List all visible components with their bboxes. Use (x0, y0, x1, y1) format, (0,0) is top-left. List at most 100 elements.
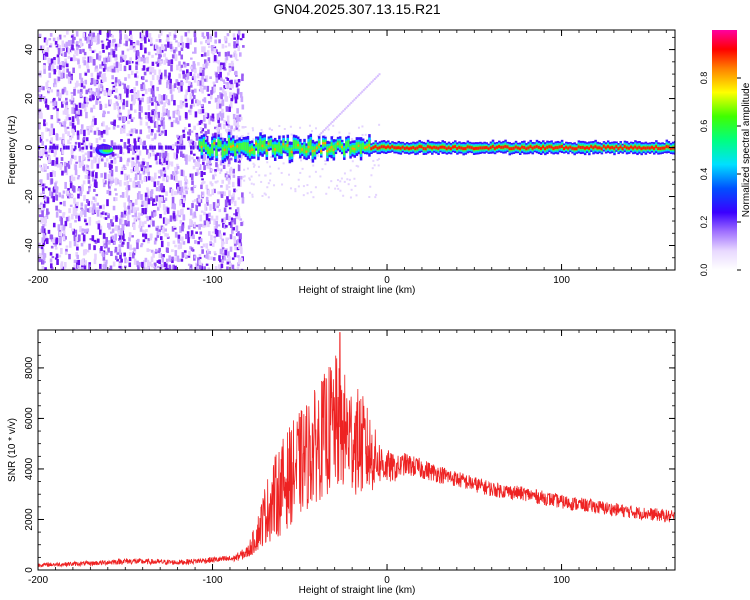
spectrogram-cell (144, 192, 148, 197)
spectrogram-cell (158, 98, 162, 102)
spectrogram-cell (87, 158, 91, 162)
carrier-core (229, 145, 233, 148)
spectrogram-cell (66, 126, 70, 129)
spectrogram-cell (167, 110, 170, 117)
spectrogram-cell (71, 154, 74, 159)
spectrogram-cell (224, 51, 228, 57)
spectrogram-cell (140, 56, 144, 62)
spectrogram-cell (144, 112, 148, 115)
spectrogram-cell (121, 166, 125, 171)
carrier-core (332, 148, 336, 152)
spectrogram-cell (43, 123, 46, 127)
spectrogram-cell (136, 207, 140, 211)
spectrogram-cell (134, 210, 137, 217)
spectrogram-cell (210, 45, 214, 52)
spectrogram-cell (45, 238, 49, 245)
spectrogram-cell (336, 179, 339, 182)
spectrogram-cell (133, 87, 136, 92)
spectrogram-cell (229, 92, 232, 99)
spectrogram-cell (122, 238, 126, 242)
spectrogram-cell (132, 117, 136, 120)
spectrogram-cell (44, 216, 47, 224)
spectrogram-cell (82, 136, 86, 141)
spectrogram-cell (198, 100, 201, 106)
carrier-core (445, 147, 449, 151)
carrier-core (405, 146, 409, 150)
spectrogram-cell (78, 142, 81, 149)
spectrogram-cell (61, 62, 65, 66)
spectrogram-cell (255, 154, 258, 157)
spectrogram-cell (129, 103, 133, 111)
spectrogram-cell (201, 128, 205, 132)
spectrogram-cell (100, 40, 104, 43)
carrier-core (311, 150, 315, 153)
spectrogram-cell (107, 213, 110, 219)
spectrogram-cell (109, 89, 112, 96)
spectrogram-cell (151, 116, 155, 122)
spectrogram-cell (127, 115, 130, 118)
spectrogram-cell (114, 81, 118, 87)
colorbar-gradient (712, 30, 737, 270)
carrier-core (627, 146, 631, 150)
carrier-inner (253, 148, 256, 155)
spectrogram-cell (145, 79, 148, 83)
spectrogram-cell (188, 123, 191, 128)
spectrogram-cell (52, 99, 56, 107)
spectrogram-cell (230, 94, 234, 102)
spectrogram-cell (218, 255, 221, 261)
spectrogram-cell (155, 187, 159, 192)
spectrogram-cell (110, 121, 113, 125)
spectrogram-cell (111, 235, 115, 240)
spectrogram-cell (47, 187, 51, 191)
spectrogram-cell (310, 158, 313, 161)
spectrogram-cell (67, 160, 71, 164)
spectrogram-cell (42, 86, 45, 91)
spectrogram-cell (144, 168, 148, 174)
carrier-core (560, 144, 564, 148)
spectrogram-cell (81, 103, 85, 109)
spectrogram-cell (90, 108, 93, 113)
spectrogram-cell (232, 227, 236, 231)
spectrogram-cell (238, 114, 242, 118)
spectrogram-cell (82, 138, 86, 145)
spectrogram-cell (199, 214, 203, 222)
spectrogram-cell (62, 72, 65, 79)
spectrogram-cell (112, 50, 116, 58)
spectrogram-cell (176, 110, 179, 115)
spectrogram-cell (376, 74, 379, 77)
spectrogram-cell (319, 175, 322, 178)
spectrogram-cell (110, 180, 113, 184)
spectrogram-cell (212, 52, 216, 56)
spectrogram-cell (114, 57, 117, 61)
spectrogram-cell (98, 57, 101, 61)
spectrogram-cell (188, 109, 191, 113)
spectrogram-cell (194, 172, 198, 176)
spectrogram-cell (75, 104, 78, 111)
spectrogram-cell (75, 237, 79, 242)
spectrogram-cell (62, 139, 65, 144)
spectrogram-cell (146, 189, 150, 197)
spectrogram-cell (192, 61, 196, 66)
spectrogram-cell (219, 160, 223, 166)
spectrogram-cell (229, 129, 233, 136)
spectrogram-cell (39, 164, 42, 168)
spectrogram-cell (136, 192, 140, 200)
carrier-core (527, 146, 530, 150)
spectrogram-cell (149, 145, 152, 150)
spectrogram-cell (163, 261, 167, 268)
spectrogram-cell (193, 125, 196, 131)
spectrogram-cell (200, 182, 204, 185)
spectrogram-cell (46, 105, 50, 110)
spectrogram-cell (127, 147, 130, 154)
spectrogram-cell (69, 204, 73, 207)
spectrogram-cell (158, 229, 162, 232)
spectrogram-cell (89, 125, 93, 131)
spectrogram-cell (237, 129, 241, 132)
carrier-core (510, 147, 514, 151)
spectrogram-cell (41, 141, 44, 146)
spectrogram-cell (76, 80, 79, 84)
spectrogram-cell (223, 256, 226, 261)
spectrogram-cell (165, 160, 169, 165)
spectrogram-cell (57, 57, 61, 65)
